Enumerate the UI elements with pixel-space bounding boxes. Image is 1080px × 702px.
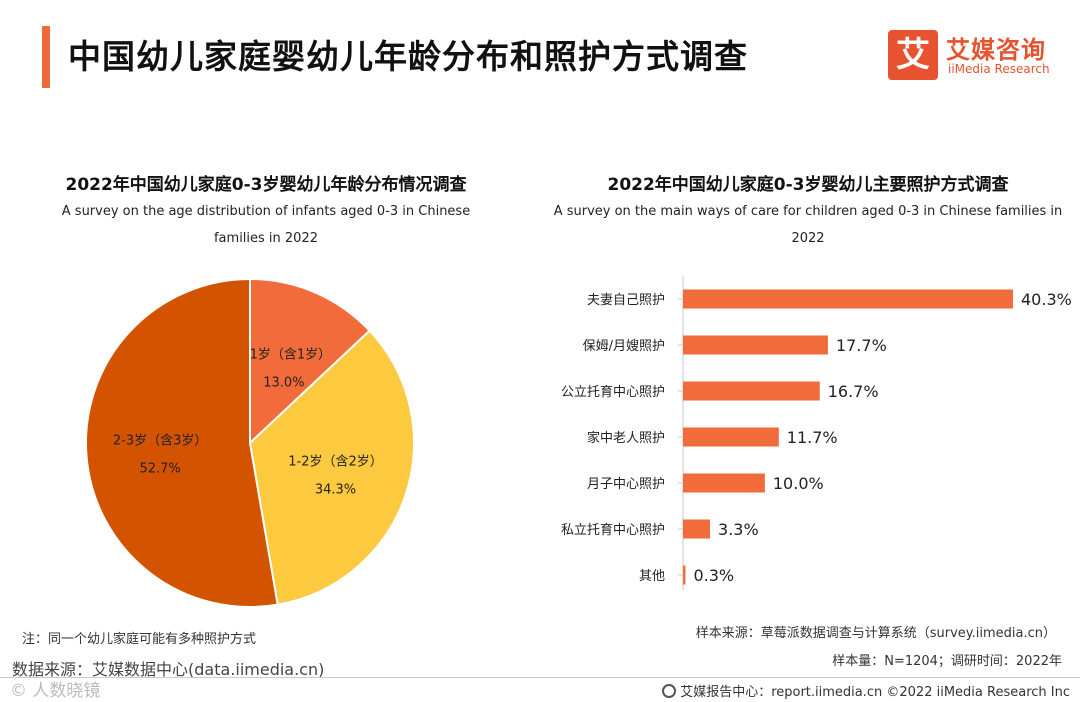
bar-chart-subtitle: A survey on the main ways of care for ch… [553,204,1063,246]
bar-category-label: 其他 [639,569,665,584]
pie-slice[interactable] [248,329,415,606]
bar[interactable] [683,381,820,401]
sample-info: 样本量：N=1204；调研时间：2022年 [832,654,1062,669]
page-title: 中国幼儿家庭婴幼儿年龄分布和照护方式调查 [68,37,748,76]
pie-value-label: 13.0% [263,376,304,391]
pie-category-label: 2-3岁（含3岁） [113,433,208,449]
bar-value-label: 3.3% [718,520,759,539]
bar-category-label: 夫妻自己照护 [587,293,665,308]
pie-category-label: 0-1岁（含1岁） [237,347,332,363]
bar[interactable] [683,473,765,493]
pie-slice[interactable] [249,277,371,446]
bar-category-label: 月子中心照护 [587,477,665,492]
pie-chart-subtitle: A survey on the age distribution of infa… [61,204,471,246]
bar-category-label: 公立托育中心照护 [561,384,665,400]
bar-value-label: 10.0% [773,474,824,493]
age-distribution-pie-chart: 0-1岁（含1岁） 13.0% 1-2岁（含2岁） 34.3% 2-3岁（含3岁） 52.… [85,277,415,608]
pie-chart-title: 2022年中国幼儿家庭0-3岁婴幼儿年龄分布情况调查 [65,175,467,195]
sample-source: 样本来源：草莓派数据调查与计算系统（survey.iimedia.cn） [695,626,1056,641]
bar[interactable] [683,335,828,355]
bar-category-label: 家中老人照护 [587,430,665,446]
footer-credit[interactable]: 艾媒报告中心：report.iimedia.cn ©2022 iiMedia R… [662,681,1070,700]
footnote: 注：同一个幼儿家庭可能有多种照护方式 [22,632,257,647]
bar[interactable] [683,289,1013,309]
bar-chart-title: 2022年中国幼儿家庭0-3岁婴幼儿主要照护方式调查 [607,175,1009,195]
data-source: 数据来源：艾媒数据中心(data.iimedia.cn) [12,660,325,679]
bar[interactable] [683,565,686,585]
bar[interactable] [683,519,711,539]
care-method-bar-chart: 夫妻自己照护 40.3% 保姆/月嫂照护 17.7% 公立托育中心照护 16.7% 家中老人… [561,276,1072,590]
logo-chinese-name: 艾媒咨询 [946,36,1046,64]
pie-value-label: 52.7% [139,462,180,477]
bar-value-label: 40.3% [1021,290,1072,309]
logo-english-name: iiMedia Research [948,62,1050,76]
pie-slice[interactable] [85,277,279,608]
bar-value-label: 17.7% [836,336,887,355]
footer-credit-text: 艾媒报告中心：report.iimedia.cn ©2022 iiMedia R… [680,685,1070,700]
bar-category-label: 保姆/月嫂照护 [583,339,665,354]
globe-icon [662,684,677,698]
footer-divider [0,677,1080,678]
bar-value-label: 0.3% [693,566,734,585]
bar-category-label: 私立托育中心照护 [561,522,665,538]
iimedia-logo[interactable]: 艾 艾媒咨询 iiMedia Research [888,30,1068,82]
pie-value-label: 34.3% [315,483,356,498]
bar-value-label: 11.7% [787,428,838,447]
bar[interactable] [683,427,779,447]
title-accent-bar [42,26,50,88]
bar-value-label: 16.7% [828,382,879,401]
pie-category-label: 1-2岁（含2岁） [288,454,383,470]
logo-mark-icon: 艾 [888,30,938,80]
watermark: © 人数晓镜 [10,681,101,701]
